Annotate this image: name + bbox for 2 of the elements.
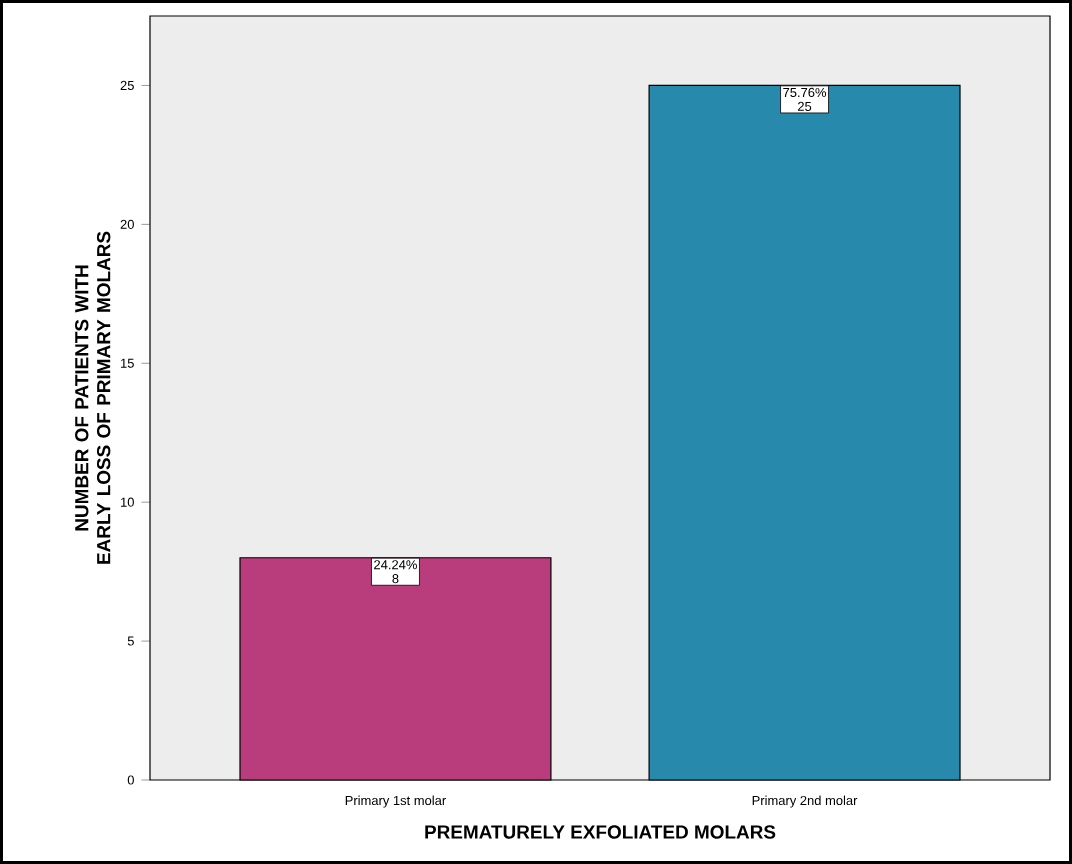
x-axis-title: PREMATURELY EXFOLIATED MOLARS bbox=[425, 825, 776, 839]
y-axis-title: NUMBER OF PATIENTS WITH EARLY LOSS OF PRIMARY MOLARS bbox=[75, 231, 111, 564]
